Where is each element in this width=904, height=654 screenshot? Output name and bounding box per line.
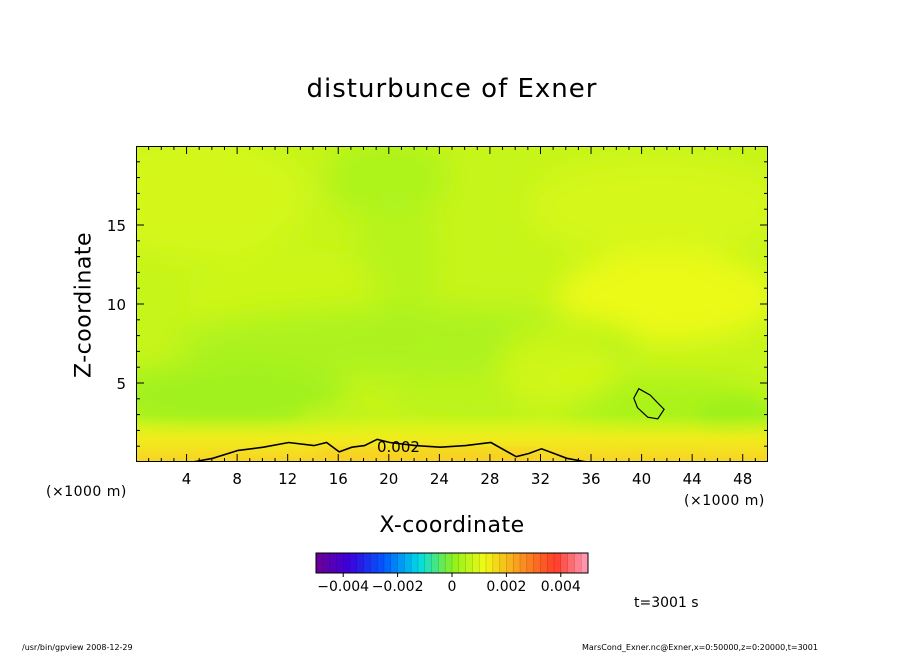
x-tick-label: 44	[683, 470, 702, 488]
x-tick-label: 24	[430, 470, 449, 488]
x-tick-label: 12	[278, 470, 297, 488]
colorbar-segment	[343, 553, 351, 573]
colorbar-segment	[486, 553, 494, 573]
x-tick-label: 20	[379, 470, 398, 488]
colorbar-segment	[492, 553, 501, 573]
heatmap-field: 0.002	[137, 147, 767, 461]
colorbar-segment	[520, 553, 528, 573]
colorbar-segment	[540, 553, 548, 573]
colorbar-segment	[499, 553, 507, 573]
colorbar-segment	[363, 553, 371, 573]
colorbar-segment	[581, 553, 589, 573]
colorbar-segment	[574, 553, 582, 573]
x-axis-unit-label: (×1000 m)	[684, 493, 765, 509]
colorbar-segment	[404, 553, 412, 573]
colorbar-segment	[384, 553, 392, 573]
colorbar-segment	[316, 553, 324, 573]
colorbar-segment	[547, 553, 555, 573]
plot-area: 0.002	[136, 146, 768, 462]
colorbar-segment	[513, 553, 521, 573]
colorbar-segment	[554, 553, 562, 573]
colorbar-tick-label: 0.002	[486, 579, 526, 595]
colorbar-segment	[452, 553, 460, 573]
colorbar-segment	[377, 553, 385, 573]
colorbar-segment	[465, 553, 473, 573]
x-tick-label: 4	[182, 470, 192, 488]
colorbar-segment	[411, 553, 419, 573]
colorbar-segment	[560, 553, 569, 573]
colorbar-segment	[418, 553, 426, 573]
colorbar-frame	[315, 552, 589, 574]
time-label: t=3001 s	[634, 595, 699, 611]
y-tick-label: 15	[107, 217, 126, 235]
colorbar-segment	[567, 553, 575, 573]
x-tick-label: 28	[480, 470, 499, 488]
colorbar-tick-label: 0.004	[541, 579, 581, 595]
x-tick-label: 32	[531, 470, 550, 488]
x-tick-label: 36	[581, 470, 600, 488]
x-tick-label: 8	[232, 470, 242, 488]
colorbar-segment	[526, 553, 535, 573]
colorbar-segment	[533, 553, 541, 573]
footer-left: /usr/bin/gpview 2008-12-29	[22, 643, 133, 652]
colorbar-segment	[445, 553, 453, 573]
x-tick-label: 48	[733, 470, 752, 488]
colorbar-segment	[472, 553, 480, 573]
colorbar-segment	[479, 553, 487, 573]
y-tick-label: 5	[116, 375, 126, 393]
contour-label: 0.002	[377, 438, 420, 456]
colorbar-segment	[424, 553, 433, 573]
x-axis-label: X-coordinate	[379, 513, 525, 538]
x-tick-label: 16	[329, 470, 348, 488]
y-axis-label: Z-coordinate	[71, 232, 97, 378]
y-tick-label: 10	[107, 296, 126, 314]
colorbar-segment	[329, 553, 337, 573]
x-origin-unit-label: (×1000 m)	[46, 484, 127, 500]
colorbar-tick-label: 0	[448, 579, 457, 595]
contour-loop	[633, 387, 665, 420]
chart-title: disturbunce of Exner	[306, 74, 598, 104]
colorbar-segment	[370, 553, 378, 573]
footer-right: MarsCond_Exner.nc@Exner,x=0:50000,z=0:20…	[582, 643, 818, 652]
colorbar-segment	[431, 553, 439, 573]
colorbar-segment	[336, 553, 344, 573]
x-tick-label: 40	[632, 470, 651, 488]
colorbar-tick-label: −0.004	[317, 579, 369, 595]
colorbar-segment	[322, 553, 331, 573]
colorbar-segment	[397, 553, 405, 573]
colorbar-segment	[506, 553, 514, 573]
contour-line-0002	[193, 438, 586, 461]
colorbar-segment	[458, 553, 467, 573]
colorbar-segment	[390, 553, 399, 573]
colorbar-segment	[438, 553, 446, 573]
colorbar-tick-label: −0.002	[372, 579, 424, 595]
colorbar-segment	[350, 553, 358, 573]
colorbar-segment	[356, 553, 365, 573]
